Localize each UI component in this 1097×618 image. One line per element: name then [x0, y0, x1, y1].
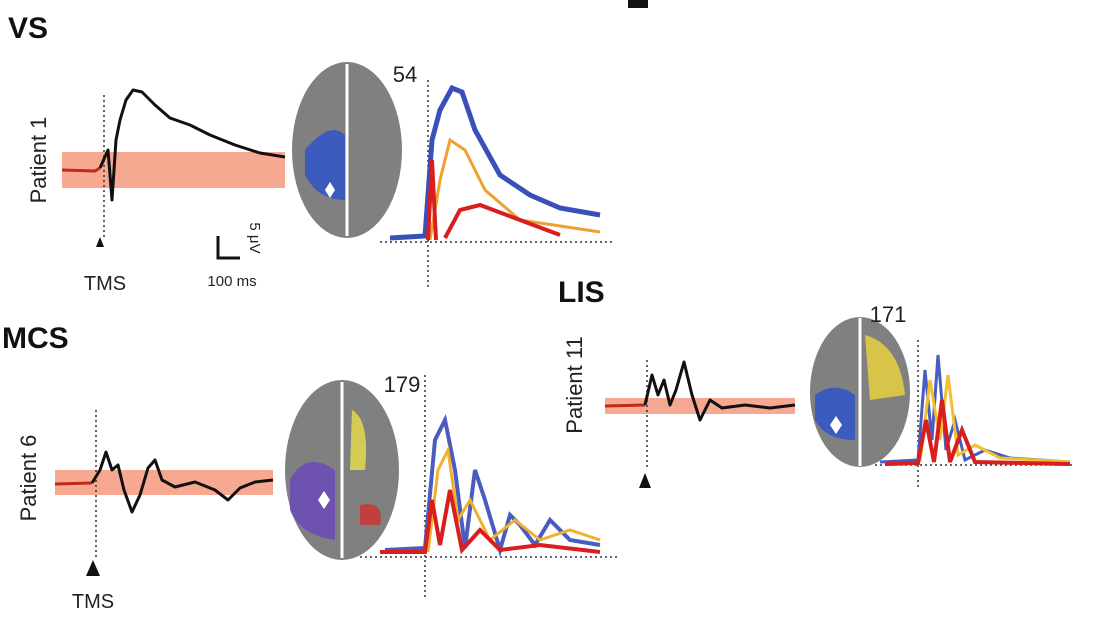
eeg-trace — [643, 360, 796, 422]
butterfly-trace — [918, 374, 1071, 464]
panel-mcs: MCS Patient 6 TMS 179 — [2, 322, 620, 613]
source-count: 171 — [870, 302, 907, 327]
butterfly-trace — [879, 354, 1071, 464]
patient-label: Patient 1 — [26, 117, 51, 204]
scale-time: 100 ms — [207, 273, 256, 290]
stim-marker — [86, 560, 100, 576]
group-label: LIS — [558, 276, 605, 309]
butterfly-trace — [426, 159, 561, 241]
butterfly-trace — [380, 489, 601, 555]
brain-activation — [360, 504, 381, 525]
source-count: 54 — [393, 62, 417, 87]
stim-marker — [96, 237, 104, 247]
stim-marker — [639, 473, 651, 488]
group-label: VS — [8, 12, 48, 45]
brain-activation — [865, 335, 905, 400]
scale-bar — [216, 236, 240, 260]
group-label: MCS — [2, 322, 69, 355]
eeg-trace — [98, 88, 286, 202]
baseline-band — [605, 398, 795, 414]
stim-label: TMS — [84, 273, 126, 295]
brain-activation — [815, 387, 855, 440]
stim-site — [318, 491, 330, 509]
brain-activation — [350, 410, 367, 470]
brain-activation — [305, 130, 345, 200]
butterfly-trace — [384, 413, 601, 558]
corner-mark — [628, 0, 648, 8]
scale-amplitude: 5 μV — [246, 222, 263, 253]
panel-vs: VS Patient 1 TMS 5 μV 100 ms 54 — [8, 12, 612, 295]
panel-lis: LIS Patient 11 171 — [558, 276, 1075, 490]
stim-label: TMS — [72, 591, 114, 613]
stim-site — [830, 416, 842, 434]
patient-label: Patient 11 — [562, 336, 587, 433]
brain-activation — [290, 462, 335, 540]
trace-baseline — [54, 481, 93, 486]
stim-site — [325, 182, 335, 198]
butterfly-trace — [426, 445, 601, 553]
source-count: 179 — [384, 372, 421, 397]
trace-baseline — [604, 403, 646, 408]
patient-label: Patient 6 — [16, 435, 41, 522]
butterfly-trace — [884, 399, 1071, 466]
eeg-trace — [90, 450, 274, 514]
trace-baseline — [61, 166, 101, 173]
